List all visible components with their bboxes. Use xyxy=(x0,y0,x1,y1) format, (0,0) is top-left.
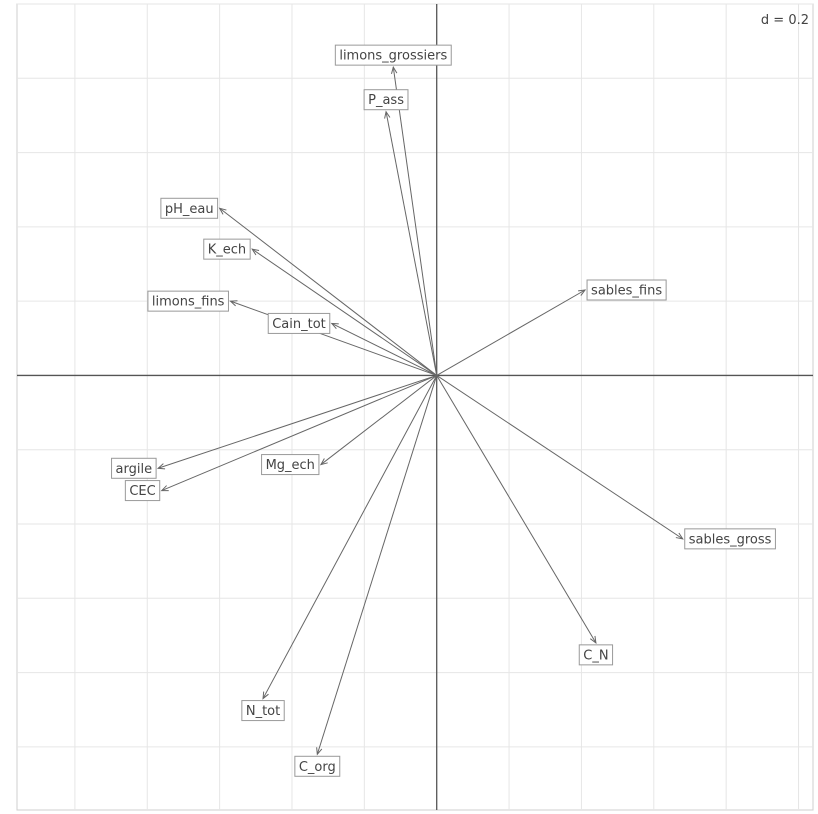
arrowhead-sables_gross xyxy=(675,532,684,540)
variable-label-K_ech: K_ech xyxy=(203,238,251,260)
arrow-CEC xyxy=(161,374,437,492)
label-text: limons_fins xyxy=(152,295,225,310)
label-text: K_ech xyxy=(208,243,246,258)
arrow-sables_fins xyxy=(436,289,586,376)
label-text: pH_eau xyxy=(165,202,214,217)
arrow-P_ass xyxy=(385,111,438,376)
variable-label-C_N: C_N xyxy=(578,644,614,666)
arrow-Mg_ech xyxy=(320,375,438,465)
variable-label-Cain_tot: Cain_tot xyxy=(267,312,331,334)
label-text: C_org xyxy=(299,760,336,775)
arrow-Cain_tot xyxy=(331,322,437,376)
label-text: C_N xyxy=(583,648,608,663)
arrowhead-limons_grossiers xyxy=(391,65,398,75)
label-box xyxy=(124,480,161,502)
variable-label-sables_gross: sables_gross xyxy=(684,528,776,550)
label-box xyxy=(334,44,452,66)
arrow-K_ech xyxy=(251,248,437,376)
arrowhead-pH_eau xyxy=(218,207,227,215)
label-text: Cain_tot xyxy=(272,317,326,332)
label-box xyxy=(684,528,776,550)
arrows-layer xyxy=(156,65,684,756)
label-text: N_tot xyxy=(246,704,280,719)
label-box xyxy=(241,700,285,722)
variable-label-C_org: C_org xyxy=(294,755,341,777)
arrowhead-C_N xyxy=(589,635,597,644)
scale-label: d = 0.2 xyxy=(761,13,809,28)
arrow-C_N xyxy=(436,375,597,644)
arrowhead-limons_fins xyxy=(229,300,238,307)
labels-layer: limons_grossiers P_ass pH_eau K_ech limons_f… xyxy=(111,44,776,777)
variable-label-argile: argile xyxy=(111,457,157,479)
label-text: sables_gross xyxy=(689,532,772,547)
arrowhead-sables_fins xyxy=(578,289,587,296)
arrowhead-P_ass xyxy=(384,110,391,119)
label-text: CEC xyxy=(129,484,155,499)
label-box xyxy=(203,238,251,260)
plot-frame xyxy=(16,3,814,811)
arrowhead-N_tot xyxy=(262,691,269,700)
arrowhead-Cain_tot xyxy=(330,322,339,330)
arrow-limons_fins xyxy=(230,300,437,376)
label-box xyxy=(267,312,331,334)
arrow-argile xyxy=(157,374,437,469)
arrowhead-K_ech xyxy=(251,248,260,256)
arrow-N_tot xyxy=(262,375,438,699)
arrowhead-argile xyxy=(156,463,166,470)
grid xyxy=(17,3,813,810)
arrowhead-CEC xyxy=(160,485,169,492)
variable-label-Mg_ech: Mg_ech xyxy=(261,454,320,476)
label-text: P_ass xyxy=(368,93,404,108)
label-text: limons_grossiers xyxy=(339,49,447,64)
variable-label-CEC: CEC xyxy=(124,480,161,502)
label-box xyxy=(578,644,614,666)
arrow-pH_eau xyxy=(219,207,438,376)
arrow-sables_gross xyxy=(436,375,684,540)
arrow-C_org xyxy=(316,375,438,755)
label-text: argile xyxy=(116,462,153,477)
label-text: Mg_ech xyxy=(266,458,315,473)
label-box xyxy=(363,89,409,111)
arrowhead-C_org xyxy=(316,747,323,756)
variable-label-sables_fins: sables_fins xyxy=(586,279,667,301)
label-box xyxy=(111,457,157,479)
label-box xyxy=(294,755,341,777)
label-box xyxy=(261,454,320,476)
variable-label-limons_fins: limons_fins xyxy=(147,290,229,312)
arrow-limons_grossiers xyxy=(392,67,438,376)
label-box xyxy=(586,279,667,301)
label-box xyxy=(147,290,229,312)
label-text: sables_fins xyxy=(591,284,662,299)
variable-label-limons_grossiers: limons_grossiers xyxy=(334,44,452,66)
variable-label-pH_eau: pH_eau xyxy=(160,197,219,219)
variable-label-P_ass: P_ass xyxy=(363,89,409,111)
variable-label-N_tot: N_tot xyxy=(241,700,285,722)
arrowhead-Mg_ech xyxy=(319,458,328,466)
label-box xyxy=(160,197,219,219)
